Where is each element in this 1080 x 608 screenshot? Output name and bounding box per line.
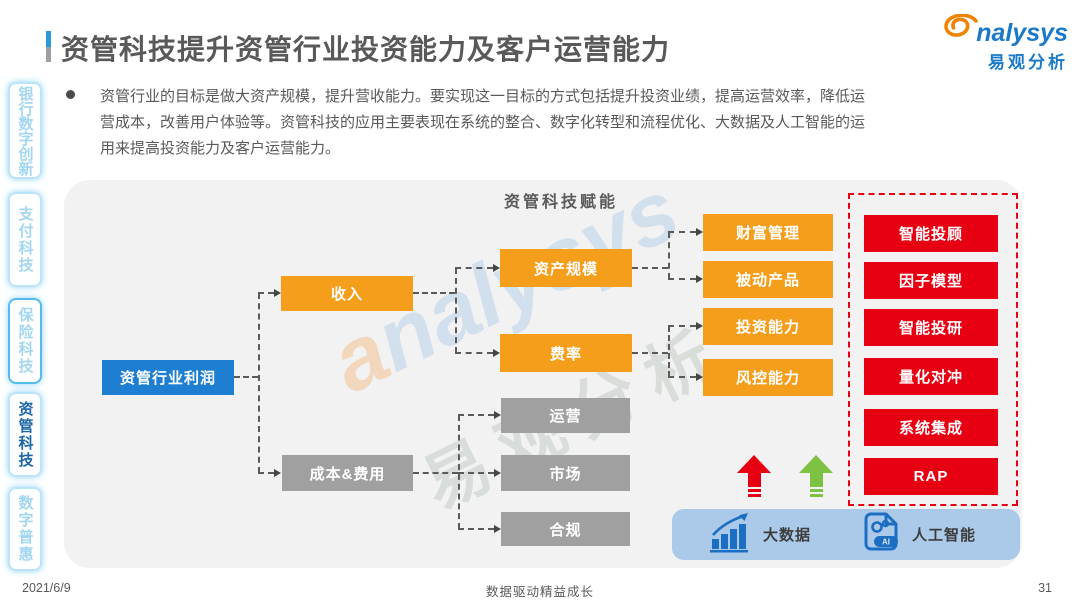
node-cost-expense: 成本&费用 xyxy=(282,455,413,491)
tech-dashed-frame xyxy=(848,193,1018,506)
arrowhead xyxy=(696,228,703,236)
ai-document-icon: AI xyxy=(861,511,903,558)
sidebar-tab-payment-tech[interactable]: 支付科技 xyxy=(8,192,42,287)
connector-line xyxy=(455,352,493,354)
bar-chart-icon xyxy=(708,512,754,558)
connector-line xyxy=(458,414,494,416)
sidebar-tab-banking-digital-innovation[interactable]: 银行数字创新 xyxy=(8,82,42,179)
arrowhead xyxy=(493,264,500,272)
arrowhead xyxy=(274,289,281,297)
intro-line: 营成本，改善用户体验等。资管科技的应用主要表现在系统的整合、数字化转型和流程优化… xyxy=(100,114,866,131)
connector-line xyxy=(668,326,670,377)
node-income: 收入 xyxy=(281,276,413,311)
node-risk-control: 风控能力 xyxy=(703,359,833,396)
tech-system-integration: 系统集成 xyxy=(864,409,998,446)
node-market: 市场 xyxy=(501,455,630,491)
logo-chinese-name: 易观分析 xyxy=(988,53,1068,72)
connector-line xyxy=(668,376,696,378)
legend-ai-label: 人工智能 xyxy=(912,527,977,544)
connector-line xyxy=(668,231,696,233)
connector-line xyxy=(234,376,258,378)
node-fee-rate: 费率 xyxy=(500,334,632,372)
node-wealth-management: 财富管理 xyxy=(703,214,833,251)
legend-bigdata-label: 大数据 xyxy=(763,527,812,544)
tech-robo-advisor: 智能投顾 xyxy=(864,215,998,252)
intro-paragraph: 资管行业的目标是做大资产规模，提升营收能力。要实现这一目标的方式包括提升投资业绩… xyxy=(100,84,1030,162)
logo-wordmark: nalysys xyxy=(976,19,1068,47)
tech-smart-research: 智能投研 xyxy=(864,309,998,346)
node-asset-scale: 资产规模 xyxy=(500,249,632,287)
diagram-panel: analysys 易观分析 资管科技赋能 资管行业利润 收入 成本&费用 资产规… xyxy=(64,180,1022,568)
connector-line xyxy=(632,352,668,354)
sidebar-tab-digital-inclusion[interactable]: 数字普惠 xyxy=(8,487,42,571)
up-arrow-red xyxy=(737,455,771,497)
connector-line xyxy=(668,325,696,327)
arrowhead xyxy=(494,469,501,477)
node-investment-capability: 投资能力 xyxy=(703,308,833,345)
intro-line: 资管行业的目标是做大资产规模，提升营收能力。要实现这一目标的方式包括提升投资业绩… xyxy=(100,88,866,105)
title-accent-bar xyxy=(46,31,51,62)
connector-line xyxy=(413,472,458,474)
arrowhead xyxy=(274,469,281,477)
sidebar-tab-asset-management-tech[interactable]: 资管科技 xyxy=(8,392,42,477)
tech-rap: RAP xyxy=(864,458,998,495)
connector-line xyxy=(258,472,274,474)
legend-bigdata: 大数据 xyxy=(708,512,811,558)
node-operations: 运营 xyxy=(501,398,630,433)
analysys-logo: nalysys 易观分析 xyxy=(928,13,1068,73)
connector-line xyxy=(632,267,668,269)
page-title: 资管科技提升资管行业投资能力及客户运营能力 xyxy=(61,34,671,65)
tech-factor-model: 因子模型 xyxy=(864,262,998,299)
arrowhead xyxy=(696,373,703,381)
connector-line xyxy=(258,292,274,294)
arrowhead xyxy=(493,349,500,357)
footer-slogan: 数据驱动精益成长 xyxy=(485,585,594,599)
connector-line xyxy=(258,293,260,473)
connector-line xyxy=(458,472,494,474)
footer-page-number: 31 xyxy=(1038,581,1052,595)
connector-line xyxy=(455,267,493,269)
arrowhead xyxy=(494,525,501,533)
footer-date: 2021/6/9 xyxy=(22,581,71,595)
sidebar-tab-insurance-tech[interactable]: 保险科技 xyxy=(8,298,42,384)
tech-legend-bar: 大数据 AI 人工智能 xyxy=(672,509,1020,560)
arrowhead xyxy=(696,275,703,283)
tech-quant-hedge: 量化对冲 xyxy=(864,358,998,395)
connector-line xyxy=(413,292,455,294)
node-compliance: 合规 xyxy=(501,512,630,546)
connector-line xyxy=(455,268,457,353)
arrowhead xyxy=(494,411,501,419)
logo-swoosh-icon xyxy=(941,13,979,46)
connector-line xyxy=(668,278,696,280)
diagram-title: 资管科技赋能 xyxy=(504,194,619,211)
connector-line xyxy=(458,528,494,530)
connector-line xyxy=(668,232,670,279)
node-passive-products: 被动产品 xyxy=(703,261,833,298)
bullet-icon xyxy=(66,90,75,99)
node-industry-profit: 资管行业利润 xyxy=(102,360,234,395)
up-arrow-green xyxy=(799,455,833,497)
ai-badge-text: AI xyxy=(882,538,890,547)
arrowhead xyxy=(696,322,703,330)
intro-line: 用来提高投资能力及客户运营能力。 xyxy=(100,140,341,157)
legend-ai: AI 人工智能 xyxy=(861,511,976,558)
